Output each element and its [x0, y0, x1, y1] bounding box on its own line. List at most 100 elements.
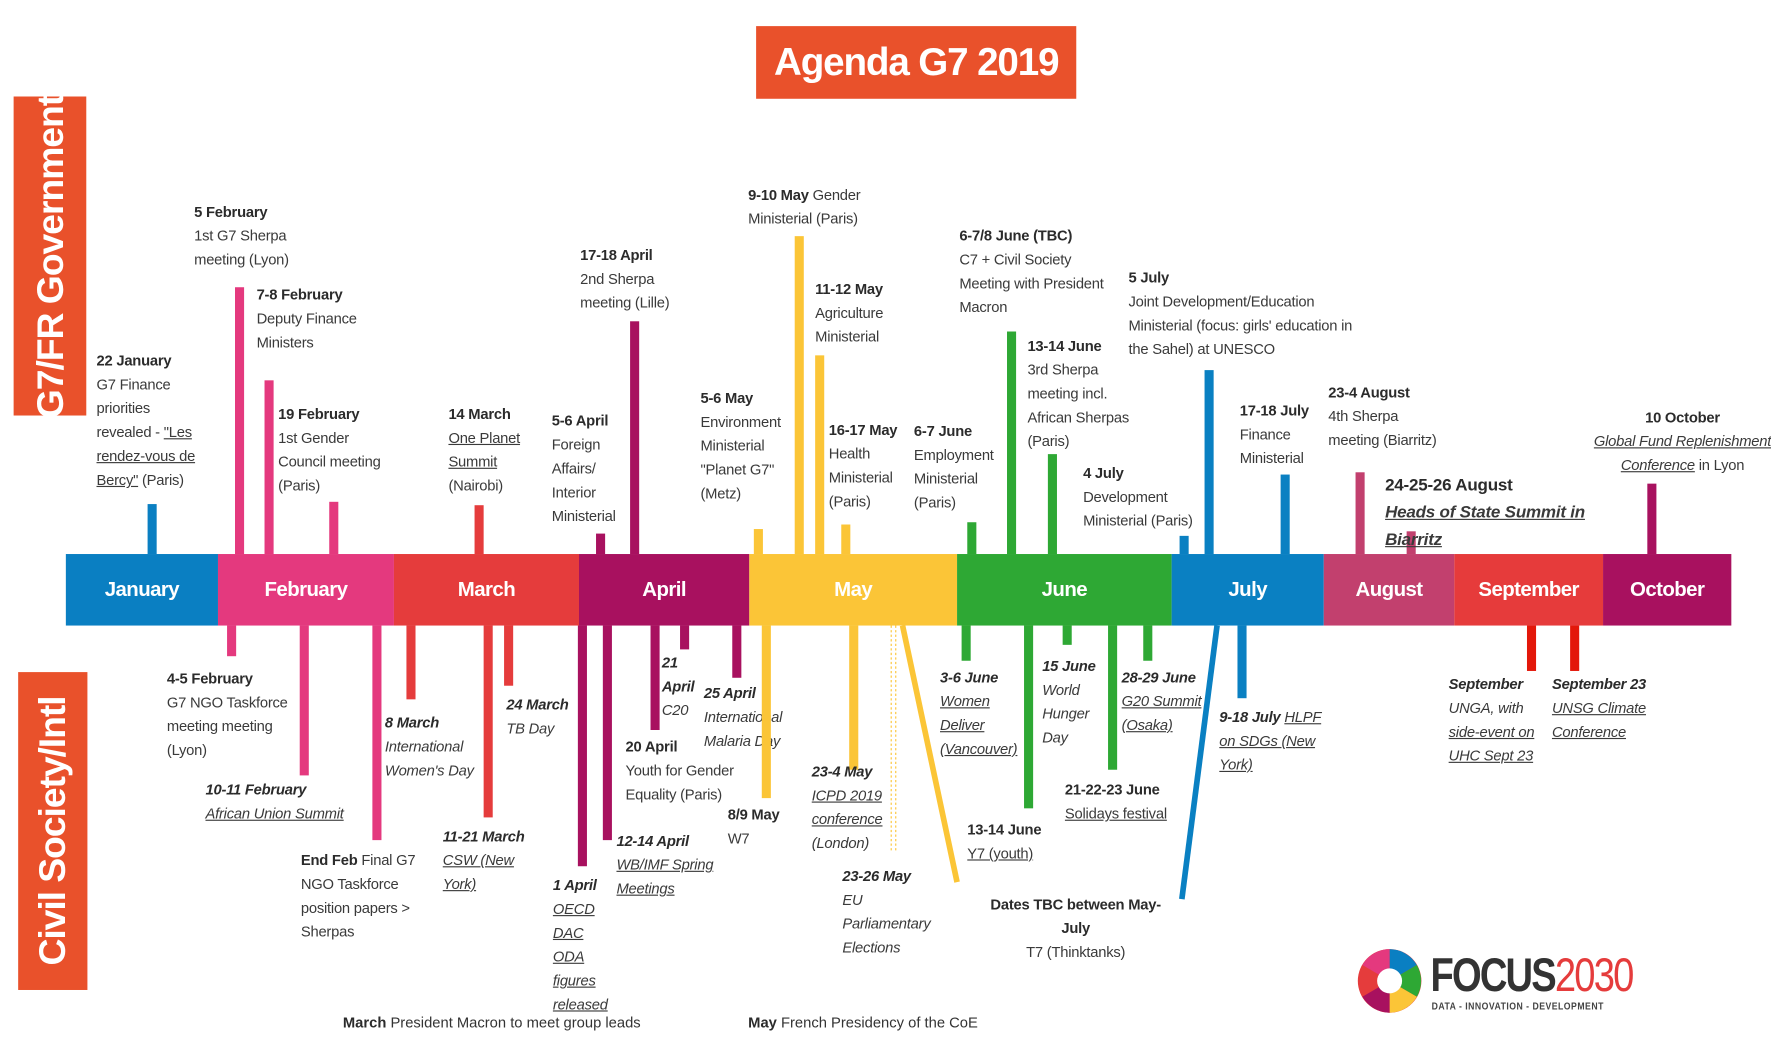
event-date: 19 February [278, 405, 360, 423]
event-date: 23-26 May [842, 867, 911, 885]
civil-society-side-label: Civil Society/Intl [18, 672, 88, 990]
event-description: G7 Finance priorities revealed - [96, 375, 171, 441]
government_events-stem [1355, 472, 1365, 555]
event-link[interactable]: "Les rendez-vous de Bercy" [96, 423, 196, 489]
civil_society_events-label: September UNGA, with side-event on UHC Se… [1449, 672, 1549, 767]
event-description: Final G7 NGO Taskforce position papers >… [300, 851, 416, 941]
logo-wordmark: FOCUS2030 [1430, 947, 1634, 1002]
government_events-label: 6-7/8 June (TBC) C7 + Civil Society Meeti… [959, 224, 1120, 319]
civil_society_events-stem [650, 625, 660, 730]
event-description: Joint Development/Education Ministerial … [1128, 292, 1353, 358]
event-link[interactable]: side-event on UHC Sept 23 [1448, 723, 1535, 765]
month-september: September [1454, 554, 1604, 626]
government_events-label: 16-17 May Health Ministerial (Paris) [829, 418, 908, 513]
event-description: Deputy Finance Ministers [256, 309, 357, 351]
government_events-stem [1204, 370, 1214, 555]
month-may: May [749, 554, 958, 626]
event-description: Environment Ministerial "Planet G7" (Met… [700, 413, 781, 502]
government_events-stem [1406, 531, 1416, 555]
event-date: 24-25-26 August [1385, 475, 1513, 495]
civil_society_events-label: 28-29 June G20 Summit (Osaka) [1122, 665, 1204, 737]
event-link[interactable]: G20 Summit (Osaka) [1121, 692, 1202, 734]
civil_society_events-label: 20 April Youth for Gender Equality (Paris… [626, 735, 749, 807]
event-link[interactable]: Women Deliver (Vancouver) [940, 692, 1018, 758]
civil_society_events-stem [1143, 625, 1153, 661]
civil_society_events-label: 21 April C20 [662, 651, 707, 723]
event-date: 16-17 May [828, 421, 898, 439]
event-date: 28-29 June [1121, 668, 1196, 686]
event-link[interactable]: UNSG Climate Conference [1551, 699, 1647, 741]
government_events-label: 10 October Global Fund Replenishment Conf… [1593, 405, 1771, 477]
event-link[interactable]: Global Fund Replenishment Conference [1593, 432, 1771, 474]
event-description: Finance Ministerial [1239, 425, 1304, 467]
event-link[interactable]: One Planet Summit [448, 429, 521, 471]
event-link[interactable]: ICPD 2019 conference [811, 786, 883, 828]
month-august: August [1323, 554, 1455, 626]
event-link[interactable]: Y7 (youth) [967, 844, 1034, 862]
government_events-label: 5-6 April Foreign Affairs/ Interior Minis… [552, 409, 626, 528]
event-date: 9-18 July [1219, 708, 1281, 726]
civil_society_events-stem [732, 625, 742, 678]
government_events-label: 4 July Development Ministerial (Paris) [1083, 461, 1206, 533]
event-link[interactable]: OECD DAC ODA figures released [552, 900, 608, 1013]
civil_society_events-stem [961, 625, 971, 661]
event-link[interactable]: WB/IMF Spring Meetings [616, 856, 714, 897]
event-date: September 23 [1551, 675, 1647, 693]
government_events-stem [1179, 535, 1189, 555]
government_events-stem [1280, 474, 1290, 555]
event-date: 13-14 June [967, 820, 1042, 838]
government_events-stem [753, 529, 763, 555]
event-date: 23-4 May [811, 762, 873, 780]
government_events-label: 9-10 May Gender Ministerial (Paris) [748, 183, 879, 231]
event-date: 7-8 February [256, 286, 343, 304]
month-october: October [1603, 554, 1732, 626]
civil_society_events-label: September 23 UNSG Climate Conference [1552, 672, 1652, 744]
event-link[interactable]: Solidays festival [1064, 804, 1167, 822]
event-description: T7 (Thinktanks) [1026, 943, 1126, 961]
civil_society_events-label: 23-26 May EU Parliamentary Elections [842, 864, 933, 959]
event-date: Dates TBC between May-July [990, 895, 1161, 937]
government-side-label: G7/FR Government [13, 94, 87, 418]
government_events-stem [967, 522, 977, 555]
event-link[interactable]: Heads of State Summit in Biarritz [1385, 502, 1585, 550]
event-date: 11-12 May [815, 280, 883, 298]
civil_society_events-label: 25 April International Malaria Day [704, 681, 793, 753]
event-location: (Paris) [138, 471, 184, 489]
civil_society_events-label: 15 June World Hunger Day [1042, 654, 1099, 749]
event-date: September [1448, 675, 1523, 693]
event-description: UNGA, with [1448, 699, 1524, 717]
event-description: 1st Gender Council meeting (Paris) [278, 429, 381, 494]
month-march: March [393, 554, 580, 626]
event-date: 21-22-23 June [1064, 781, 1160, 799]
event-description: W7 [727, 829, 750, 847]
event-description: Foreign Affairs/ Interior Ministerial [551, 435, 616, 525]
logo-number: 2030 [1554, 947, 1634, 1002]
event-date: 23-4 August [1328, 383, 1410, 401]
event-location: in Lyon [1694, 456, 1745, 474]
government_events-label: 17-18 April 2nd Sherpa meeting (Lille) [580, 243, 682, 315]
civil_society_events-stem [680, 625, 690, 650]
event-date: End Feb [300, 851, 358, 869]
footnote-label: March [342, 1013, 387, 1031]
civil_society_events-label: 12-14 April WB/IMF Spring Meetings [616, 829, 718, 901]
event-link[interactable]: CSW (New York) [442, 851, 514, 893]
event-description: EU Parliamentary Elections [842, 891, 931, 956]
civil_society_events-stem [227, 625, 237, 657]
event-date: 6-7 June [913, 422, 972, 440]
event-date: 12-14 April [616, 832, 689, 850]
event-link[interactable]: African Union Summit [205, 804, 344, 822]
event-link[interactable]: HLPF on SDGs (New York) [1219, 708, 1322, 774]
footnote-text: President Macron to meet group leads [386, 1013, 641, 1031]
event-date: 5-6 May [700, 389, 754, 407]
government_events-stem [1647, 483, 1657, 555]
footnote-march: March President Macron to meet group lea… [343, 1014, 641, 1031]
civil_society_events-label: 24 March TB Day [506, 693, 580, 741]
government_events-label: 17-18 July Finance Ministerial [1240, 398, 1319, 470]
event-description: Development Ministerial (Paris) [1083, 488, 1193, 530]
government_events-stem [841, 524, 851, 555]
event-description: 3rd Sherpa meeting incl. African Sherpas… [1027, 361, 1130, 450]
event-date: 4 July [1083, 464, 1124, 482]
event-description: G7 NGO Taskforce meeting meeting (Lyon) [166, 693, 288, 759]
government_events-label: 6-7 June Employment Ministerial (Paris) [914, 419, 1007, 514]
